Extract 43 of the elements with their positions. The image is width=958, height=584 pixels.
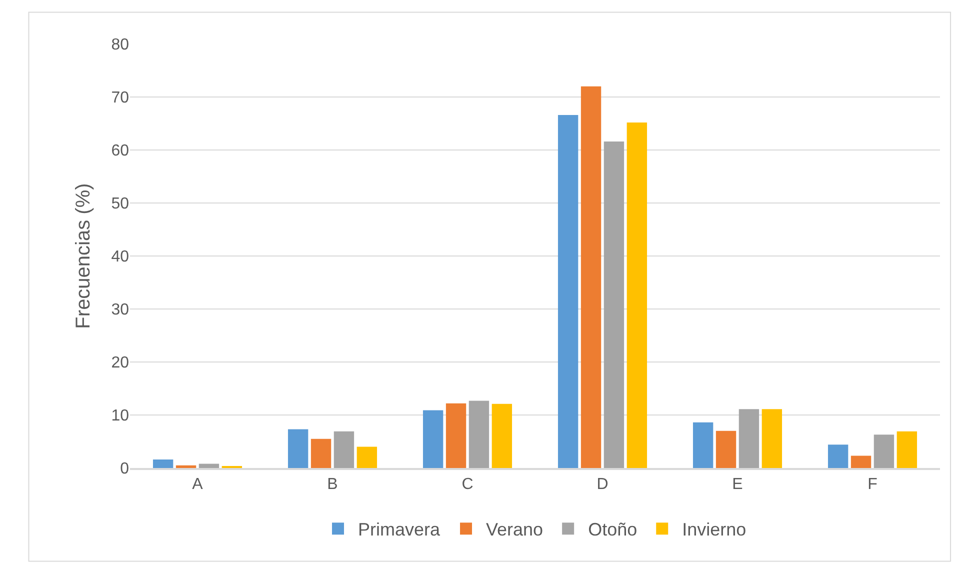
y-tick-label: 10 — [111, 408, 130, 425]
bar — [356, 446, 378, 468]
legend-label: Otoño — [588, 520, 638, 540]
bar — [288, 429, 308, 468]
bar — [828, 444, 848, 468]
bar — [580, 86, 602, 468]
y-tick-label: 30 — [111, 302, 130, 319]
bar — [874, 434, 894, 468]
bar — [446, 403, 466, 468]
legend-label: Primavera — [358, 520, 442, 540]
bar — [558, 115, 578, 468]
bar — [422, 410, 444, 468]
x-tick-label: A — [192, 476, 204, 494]
bar — [310, 438, 332, 468]
y-tick-label: 0 — [120, 460, 130, 478]
y-tick-label: 50 — [111, 196, 130, 213]
bar — [604, 142, 624, 468]
x-tick-label: E — [732, 476, 743, 494]
legend-label: Verano — [486, 520, 544, 540]
y-tick-label: 40 — [111, 248, 130, 266]
bar — [762, 409, 782, 468]
bar — [468, 400, 490, 468]
bar — [492, 404, 512, 468]
x-tick-label: D — [596, 476, 608, 494]
x-tick-label: F — [868, 476, 878, 494]
bar — [716, 430, 736, 468]
y-tick-label: 80 — [111, 36, 130, 54]
bar — [626, 122, 648, 468]
bar — [152, 460, 174, 468]
y-tick-label: 20 — [111, 354, 130, 372]
y-tick-label: 70 — [111, 90, 130, 107]
bar — [176, 465, 196, 468]
y-axis-title: Frecuencias (%) — [72, 183, 95, 329]
bar — [738, 409, 760, 468]
bar — [334, 431, 354, 468]
y-tick-label: 60 — [111, 142, 130, 160]
bar — [198, 464, 220, 468]
x-tick-label: C — [462, 476, 474, 494]
bar — [896, 431, 918, 468]
legend-label: Invierno — [682, 520, 746, 540]
bar — [692, 422, 714, 468]
x-tick-label: B — [327, 476, 338, 494]
bar — [850, 456, 872, 468]
